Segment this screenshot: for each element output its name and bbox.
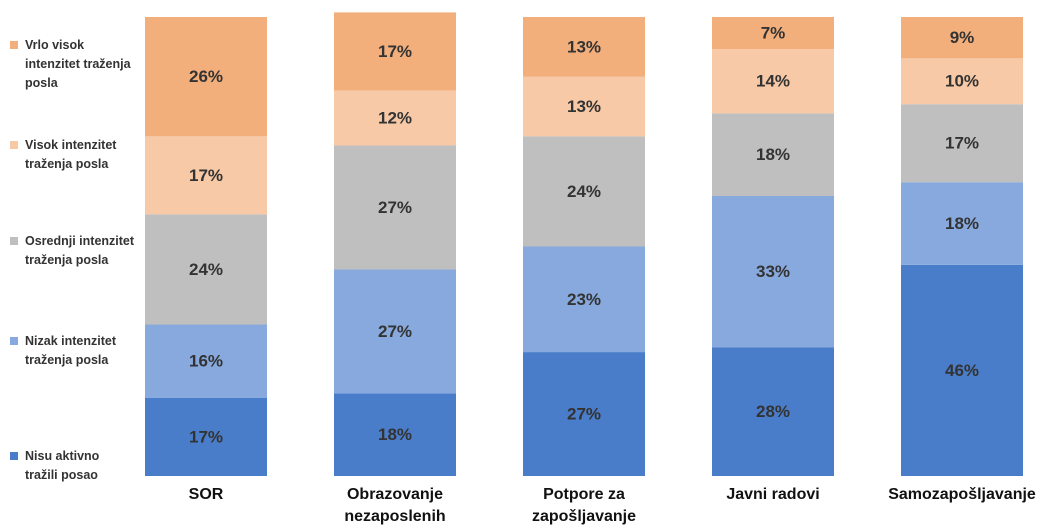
x-tick-label: SOR (188, 486, 224, 503)
bar-segment (334, 269, 456, 394)
legend-item: Vrlo visok intenzitet traženja posla (10, 36, 135, 93)
legend-item: Visok intenzitet traženja posla (10, 136, 135, 174)
legend-label: Nisu aktivno tražili posao (25, 449, 100, 482)
bar-segment (523, 76, 645, 137)
data-label: 24% (567, 182, 601, 201)
x-tick-label: Samozapošljavanje (888, 486, 1036, 503)
bar-segment (145, 397, 267, 476)
bar-segment (712, 347, 834, 476)
x-tick-label: Potpore za zapošljavanje (531, 486, 637, 525)
data-label: 13% (567, 97, 601, 116)
bar-segment (145, 214, 267, 325)
bar-segment (334, 90, 456, 146)
data-label: 9% (950, 28, 975, 47)
data-label: 27% (378, 322, 412, 341)
data-label: 18% (756, 145, 790, 164)
data-label: 12% (378, 108, 412, 127)
bar-segment (334, 12, 456, 91)
bar-segment (523, 352, 645, 476)
data-label: 17% (189, 166, 223, 185)
bar-segment (901, 264, 1023, 476)
legend-swatch (10, 337, 18, 345)
bar-segment (523, 246, 645, 353)
bar-segment (334, 393, 456, 476)
legend-item: Osrednji intenzitet traženja posla (10, 232, 135, 270)
data-label: 17% (945, 134, 979, 153)
bar-segment (523, 136, 645, 247)
data-label: 16% (189, 352, 223, 371)
data-label: 18% (945, 214, 979, 233)
bar-segment (901, 182, 1023, 265)
bar-segment (334, 145, 456, 270)
bar-segment (712, 17, 834, 50)
data-label: 46% (945, 361, 979, 380)
legend-item: Nizak intenzitet traženja posla (10, 332, 135, 370)
data-label: 33% (756, 262, 790, 281)
data-label: 27% (378, 198, 412, 217)
data-label: 17% (189, 427, 223, 446)
data-label: 18% (378, 425, 412, 444)
bar-segment (712, 113, 834, 197)
legend-label: Visok intenzitet traženja posla (25, 138, 117, 171)
data-label: 28% (756, 402, 790, 421)
legend-swatch (10, 237, 18, 245)
legend-swatch (10, 452, 18, 460)
bar-segment (523, 17, 645, 77)
x-tick-label: Javni radovi (726, 486, 820, 503)
x-tick-label: Obrazovanje nezaposlenih (344, 486, 446, 525)
bar-segment (712, 49, 834, 114)
data-label: 14% (756, 72, 790, 91)
bar-segment (145, 17, 267, 137)
data-label: 23% (567, 290, 601, 309)
data-label: 26% (189, 67, 223, 86)
data-label: 13% (567, 37, 601, 56)
bar-segment (145, 324, 267, 398)
data-label: 10% (945, 72, 979, 91)
legend-label: Vrlo visok intenzitet traženja posla (25, 38, 131, 90)
data-label: 17% (378, 42, 412, 61)
legend-label: Nizak intenzitet traženja posla (25, 334, 116, 367)
legend-swatch (10, 41, 18, 49)
bar-segment (901, 104, 1023, 183)
bar-segment (145, 136, 267, 215)
data-label: 24% (189, 260, 223, 279)
legend-label: Osrednji intenzitet traženja posla (25, 234, 135, 267)
bar-segment (901, 58, 1023, 105)
data-label: 7% (761, 24, 786, 43)
data-label: 27% (567, 405, 601, 424)
bar-segment (712, 196, 834, 348)
legend-swatch (10, 141, 18, 149)
bar-segment (901, 17, 1023, 59)
legend-item: Nisu aktivno tražili posao (10, 447, 135, 485)
